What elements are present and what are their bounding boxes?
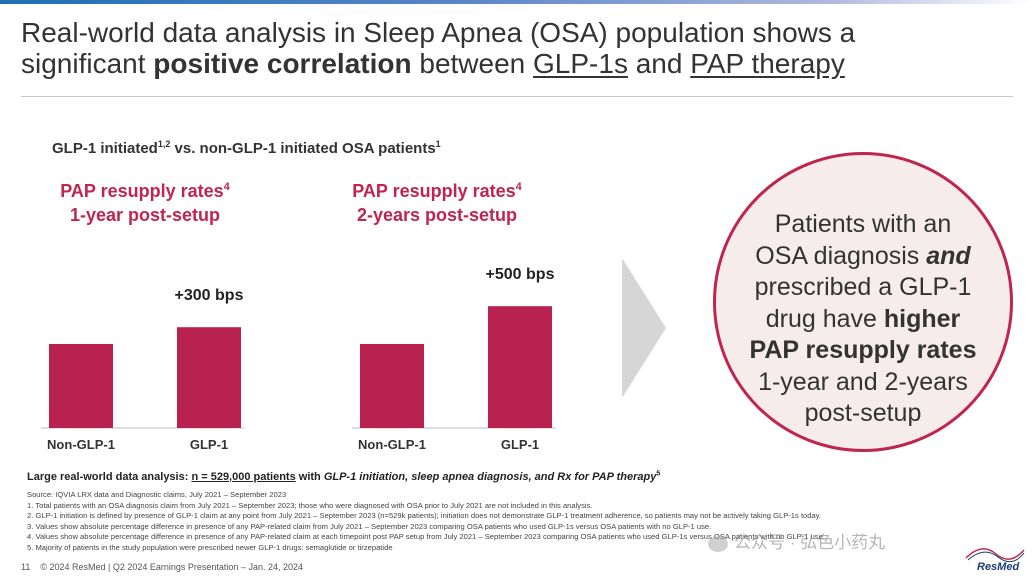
page-number: 11 [21,562,31,572]
chart-1-title-line2: 1-year post-setup [69,205,221,225]
summary-pre: Large real-world data analysis: [27,471,192,483]
chart-1-title-sup: 4 [223,181,230,193]
summary-count: n = 529,000 patients [191,471,296,483]
title-line-2: significant positive correlation between… [21,48,921,79]
title-bold-phrase: positive correlation [153,48,412,79]
callout-line-1: Patients with an [774,210,952,238]
callout-line-6: 1-year and 2-years [758,367,968,396]
callout-higher: higher [883,304,961,333]
callout-line-7: post-setup [804,399,922,427]
title-glp1s: GLP-1s [533,48,628,79]
footnote-source: Source: IQVIA LRX data and Diagnostic cl… [27,490,287,499]
resmed-logo-icon [965,548,1025,563]
summary-line: Large real-world data analysis: n = 529,… [27,470,661,483]
summary-italic: GLP-1 initiation, sleep apnea diagnosis,… [323,471,657,483]
page-footer: 11 © 2024 ResMed | Q2 2024 Earnings Prese… [21,562,303,572]
title-text-significant: significant [21,48,154,79]
footnote-5: 5. Majority of patients in the study pop… [27,542,393,552]
subtitle-glp1-initiated: GLP-1 initiated [52,140,158,157]
summary-sup: 5 [656,470,661,478]
chart-2-title-line2: 2-years post-setup [356,205,518,225]
chart-2-title: PAP resupply rates4 2-years post-setup [307,179,567,227]
chart-2-title-line1: PAP resupply rates [352,181,516,201]
chart-1-bar-glp-1 [177,327,241,428]
resmed-logo-text: ResMed [977,561,1020,573]
chart-1-title: PAP resupply rates4 1-year post-setup [15,179,275,227]
footnotes: Source: IQVIA LRX data and Diagnostic cl… [27,490,825,554]
callout-and: and [926,241,971,270]
chart-2-annotation: +500 bps [486,266,555,283]
callout-circle [713,152,1013,452]
chart-2-category-label: Non-GLP-1 [358,437,426,452]
subtitle-vs-text: vs. non-GLP-1 initiated OSA patients [170,140,436,157]
chart-1-bar-non-glp-1 [49,344,113,428]
title-between: between [411,48,534,79]
title-and: and [627,48,691,79]
footnote-3: 3. Values show absolute percentage diffe… [27,521,712,531]
callout-line-4: drug have higher [713,304,1013,336]
footnote-2: 2. GLP-1 initiation is defined by presen… [27,511,822,521]
footer-text: © 2024 ResMed | Q2 2024 Earnings Present… [40,562,303,572]
chart-2-title-sup: 4 [515,181,522,193]
title-divider [21,96,1013,97]
callout-line-3: prescribed a GLP-1 [754,273,972,301]
chart-subtitle: GLP-1 initiated1,2 vs. non-GLP-1 initiat… [52,139,441,158]
footnote-4: 4. Values show absolute percentage diffe… [27,532,825,542]
title-line-1: Real-world data analysis in Sleep Apnea … [21,17,856,48]
watermark-text: 公众号 · 弘色小药丸 [734,533,886,552]
chart-2-category-label: GLP-1 [501,437,539,452]
chart-1-category-label: GLP-1 [190,437,228,452]
summary-mid: with [295,471,324,483]
watermark: 公众号 · 弘色小药丸 [708,528,885,553]
title-pap-therapy: PAP therapy [690,48,845,79]
page-title: Real-world data analysis in Sleep Apnea … [21,17,921,79]
chart-1-annotation: +300 bps [175,287,244,304]
callout-osa-diagnosis: OSA diagnosis [755,241,927,270]
callout-drug-have: drug have [765,304,884,333]
callout-line-2: OSA diagnosis and [713,241,1013,273]
chart-1-title-line1: PAP resupply rates [60,181,224,201]
wechat-icon [708,535,728,552]
callout-line-5: PAP resupply rates [749,336,977,364]
chart-2-bar-glp-1 [488,306,552,428]
chart-1-category-label: Non-GLP-1 [47,437,115,452]
subtitle-sup-b: 1 [435,139,441,149]
footnote-1: 1. Total patients with an OSA diagnosis … [27,500,593,510]
chart-2-bar-non-glp-1 [360,344,424,428]
callout-text: Patients with an OSA diagnosis and presc… [713,209,1013,430]
subtitle-sup-a: 1,2 [157,139,171,149]
right-arrow-icon [622,258,666,398]
top-accent-bar [0,0,1034,4]
